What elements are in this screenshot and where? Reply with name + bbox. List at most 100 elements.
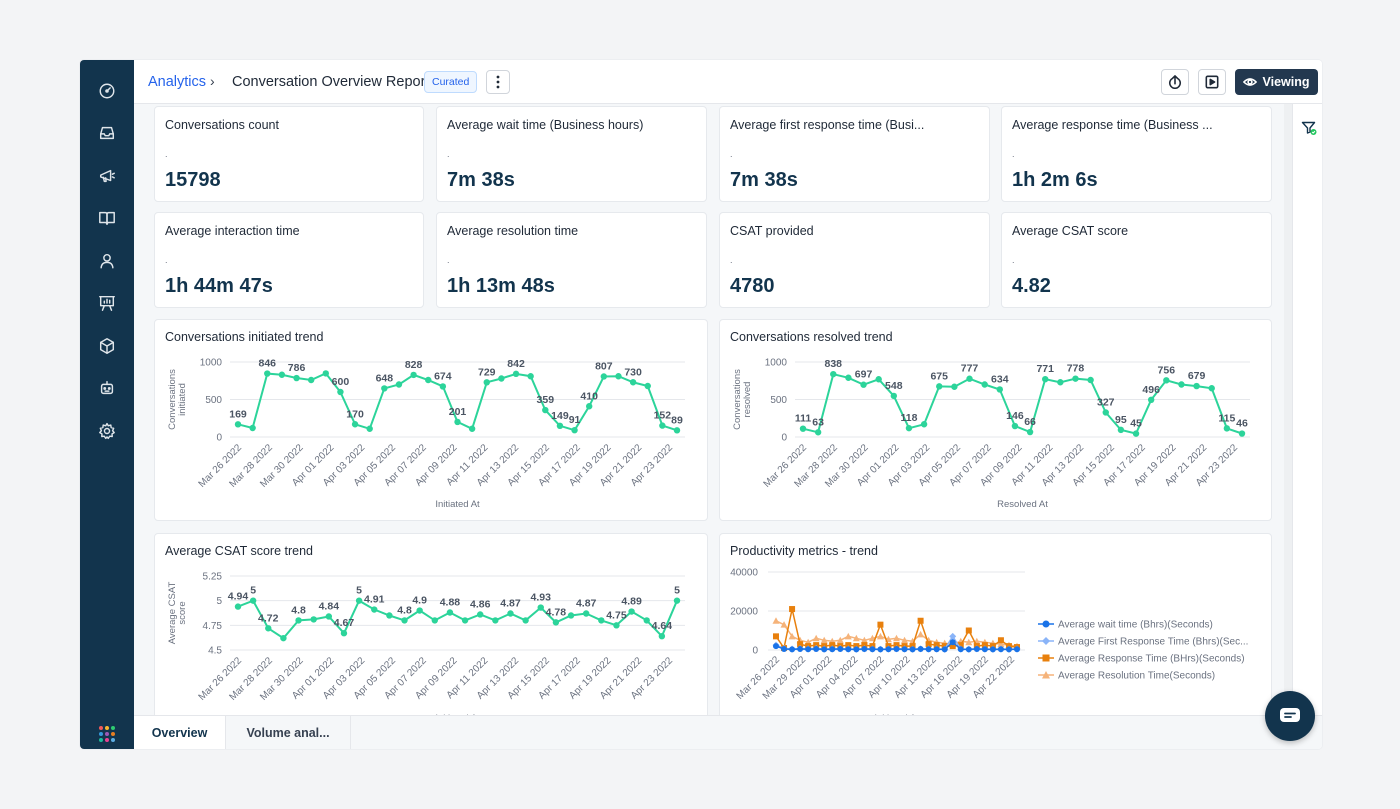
contacts-icon[interactable] bbox=[97, 251, 117, 271]
data-label: 5 bbox=[250, 585, 256, 597]
data-point bbox=[337, 388, 344, 396]
filter-icon[interactable] bbox=[1301, 120, 1317, 136]
data-point bbox=[1014, 646, 1020, 653]
metric-value: 4780 bbox=[730, 275, 775, 297]
data-point bbox=[401, 617, 408, 624]
tab-volume-analysis[interactable]: Volume anal... bbox=[226, 716, 351, 749]
resolved-trend-card: Conversations resolved trend 0 500 1000 Con… bbox=[719, 319, 1272, 521]
metric-card: Average interaction time . 1h 44m 47s bbox=[154, 212, 424, 308]
data-label: 828 bbox=[405, 359, 423, 371]
dashboard-icon[interactable] bbox=[97, 81, 117, 101]
data-label: 91 bbox=[569, 414, 581, 426]
data-point bbox=[997, 640, 1005, 648]
data-label: 4.8 bbox=[291, 604, 306, 616]
y-tick-label: 0 bbox=[216, 433, 222, 444]
metric-label: CSAT provided bbox=[730, 224, 814, 238]
productivity-trend-card: Productivity metrics - trend 0 20000 40000… bbox=[719, 533, 1272, 715]
inbox-icon[interactable] bbox=[97, 123, 117, 143]
data-point bbox=[431, 617, 438, 624]
legend-marker bbox=[1042, 637, 1050, 645]
data-label: 4.86 bbox=[470, 598, 491, 610]
breadcrumb-analytics[interactable]: Analytics bbox=[148, 74, 207, 90]
data-point bbox=[836, 636, 844, 644]
export-button[interactable] bbox=[1161, 69, 1189, 95]
data-point bbox=[965, 646, 972, 653]
campaigns-icon[interactable] bbox=[97, 166, 117, 186]
chart-title: Average CSAT score trend bbox=[165, 544, 313, 558]
data-point bbox=[1147, 396, 1155, 403]
data-label: 807 bbox=[595, 360, 613, 372]
data-point bbox=[1005, 646, 1012, 653]
knowledge-base-icon[interactable] bbox=[97, 208, 117, 228]
data-point bbox=[1208, 385, 1215, 392]
more-options-button[interactable] bbox=[486, 70, 510, 94]
breadcrumb-separator: › bbox=[210, 73, 215, 89]
settings-icon[interactable] bbox=[97, 421, 117, 441]
data-point bbox=[901, 646, 908, 653]
data-label: 730 bbox=[624, 366, 642, 378]
y-tick-label: 1000 bbox=[765, 358, 788, 369]
y-tick-label: 500 bbox=[205, 395, 222, 406]
data-point bbox=[628, 608, 635, 615]
data-point bbox=[295, 617, 302, 624]
data-point bbox=[893, 646, 900, 653]
initiated-trend-card: Conversations initiated trend 0 500 1000 Co… bbox=[154, 319, 708, 521]
data-label: 4.88 bbox=[440, 597, 461, 609]
bot-icon[interactable] bbox=[97, 378, 117, 398]
data-point bbox=[340, 630, 348, 637]
data-point bbox=[556, 422, 564, 430]
data-point bbox=[917, 646, 924, 653]
scrollbar[interactable] bbox=[1284, 104, 1292, 715]
metric-value: 1h 44m 47s bbox=[165, 275, 273, 297]
data-point bbox=[1011, 422, 1019, 430]
data-point bbox=[234, 421, 242, 428]
data-label: 648 bbox=[376, 372, 394, 384]
app-window: Analytics › Conversation Overview Report… bbox=[80, 60, 1322, 749]
metric-label: Average response time (Business ... bbox=[1012, 118, 1213, 132]
data-point bbox=[527, 373, 534, 380]
data-point bbox=[477, 611, 484, 618]
y-axis-title: score bbox=[177, 601, 188, 624]
legend-marker bbox=[1042, 671, 1050, 679]
chart-title: Conversations resolved trend bbox=[730, 330, 893, 344]
app-switcher-icon[interactable] bbox=[99, 726, 115, 742]
report-tabs: Overview Volume anal... bbox=[134, 715, 1322, 749]
data-label: 777 bbox=[961, 363, 979, 375]
products-icon[interactable] bbox=[97, 336, 117, 356]
data-point bbox=[917, 630, 925, 638]
kebab-icon bbox=[496, 75, 500, 89]
data-point bbox=[860, 636, 868, 644]
data-point bbox=[965, 627, 972, 634]
y-axis-title: Conversations bbox=[732, 369, 743, 430]
analytics-icon[interactable] bbox=[97, 293, 117, 313]
legend-label: Average First Response Time (Bhrs)(Sec..… bbox=[1058, 637, 1248, 648]
legend-label: Average wait time (Bhrs)(Seconds) bbox=[1058, 620, 1213, 631]
chat-icon bbox=[1280, 708, 1300, 722]
data-label: 4.91 bbox=[364, 594, 385, 606]
data-point bbox=[869, 646, 876, 653]
data-point bbox=[381, 385, 388, 392]
legend-label: Average Response Time (BHrs)(Seconds) bbox=[1058, 654, 1245, 665]
data-label: 729 bbox=[478, 366, 496, 378]
data-point bbox=[571, 426, 578, 434]
data-point bbox=[877, 621, 884, 628]
resolved-trend-chart: 0 500 1000 Conversations resolved 111 63 838 697… bbox=[732, 358, 1250, 510]
data-label: 115 bbox=[1218, 412, 1235, 424]
data-point bbox=[845, 374, 852, 381]
data-label: 4.75 bbox=[606, 609, 627, 621]
tab-overview[interactable]: Overview bbox=[134, 716, 226, 749]
data-point bbox=[957, 646, 964, 653]
data-label: 786 bbox=[288, 362, 306, 374]
eye-icon bbox=[1243, 78, 1258, 86]
data-point bbox=[1193, 382, 1200, 390]
data-point bbox=[1132, 430, 1140, 437]
data-point bbox=[293, 374, 300, 382]
chat-widget-button[interactable] bbox=[1265, 691, 1315, 741]
data-label: 111 bbox=[795, 413, 812, 425]
data-label: 4.67 bbox=[334, 617, 355, 629]
data-label: 89 bbox=[671, 414, 683, 426]
metric-card: Average wait time (Business hours) . 7m … bbox=[436, 106, 707, 202]
data-point bbox=[981, 381, 988, 388]
present-button[interactable] bbox=[1198, 69, 1226, 95]
viewing-button[interactable]: Viewing bbox=[1235, 69, 1318, 95]
